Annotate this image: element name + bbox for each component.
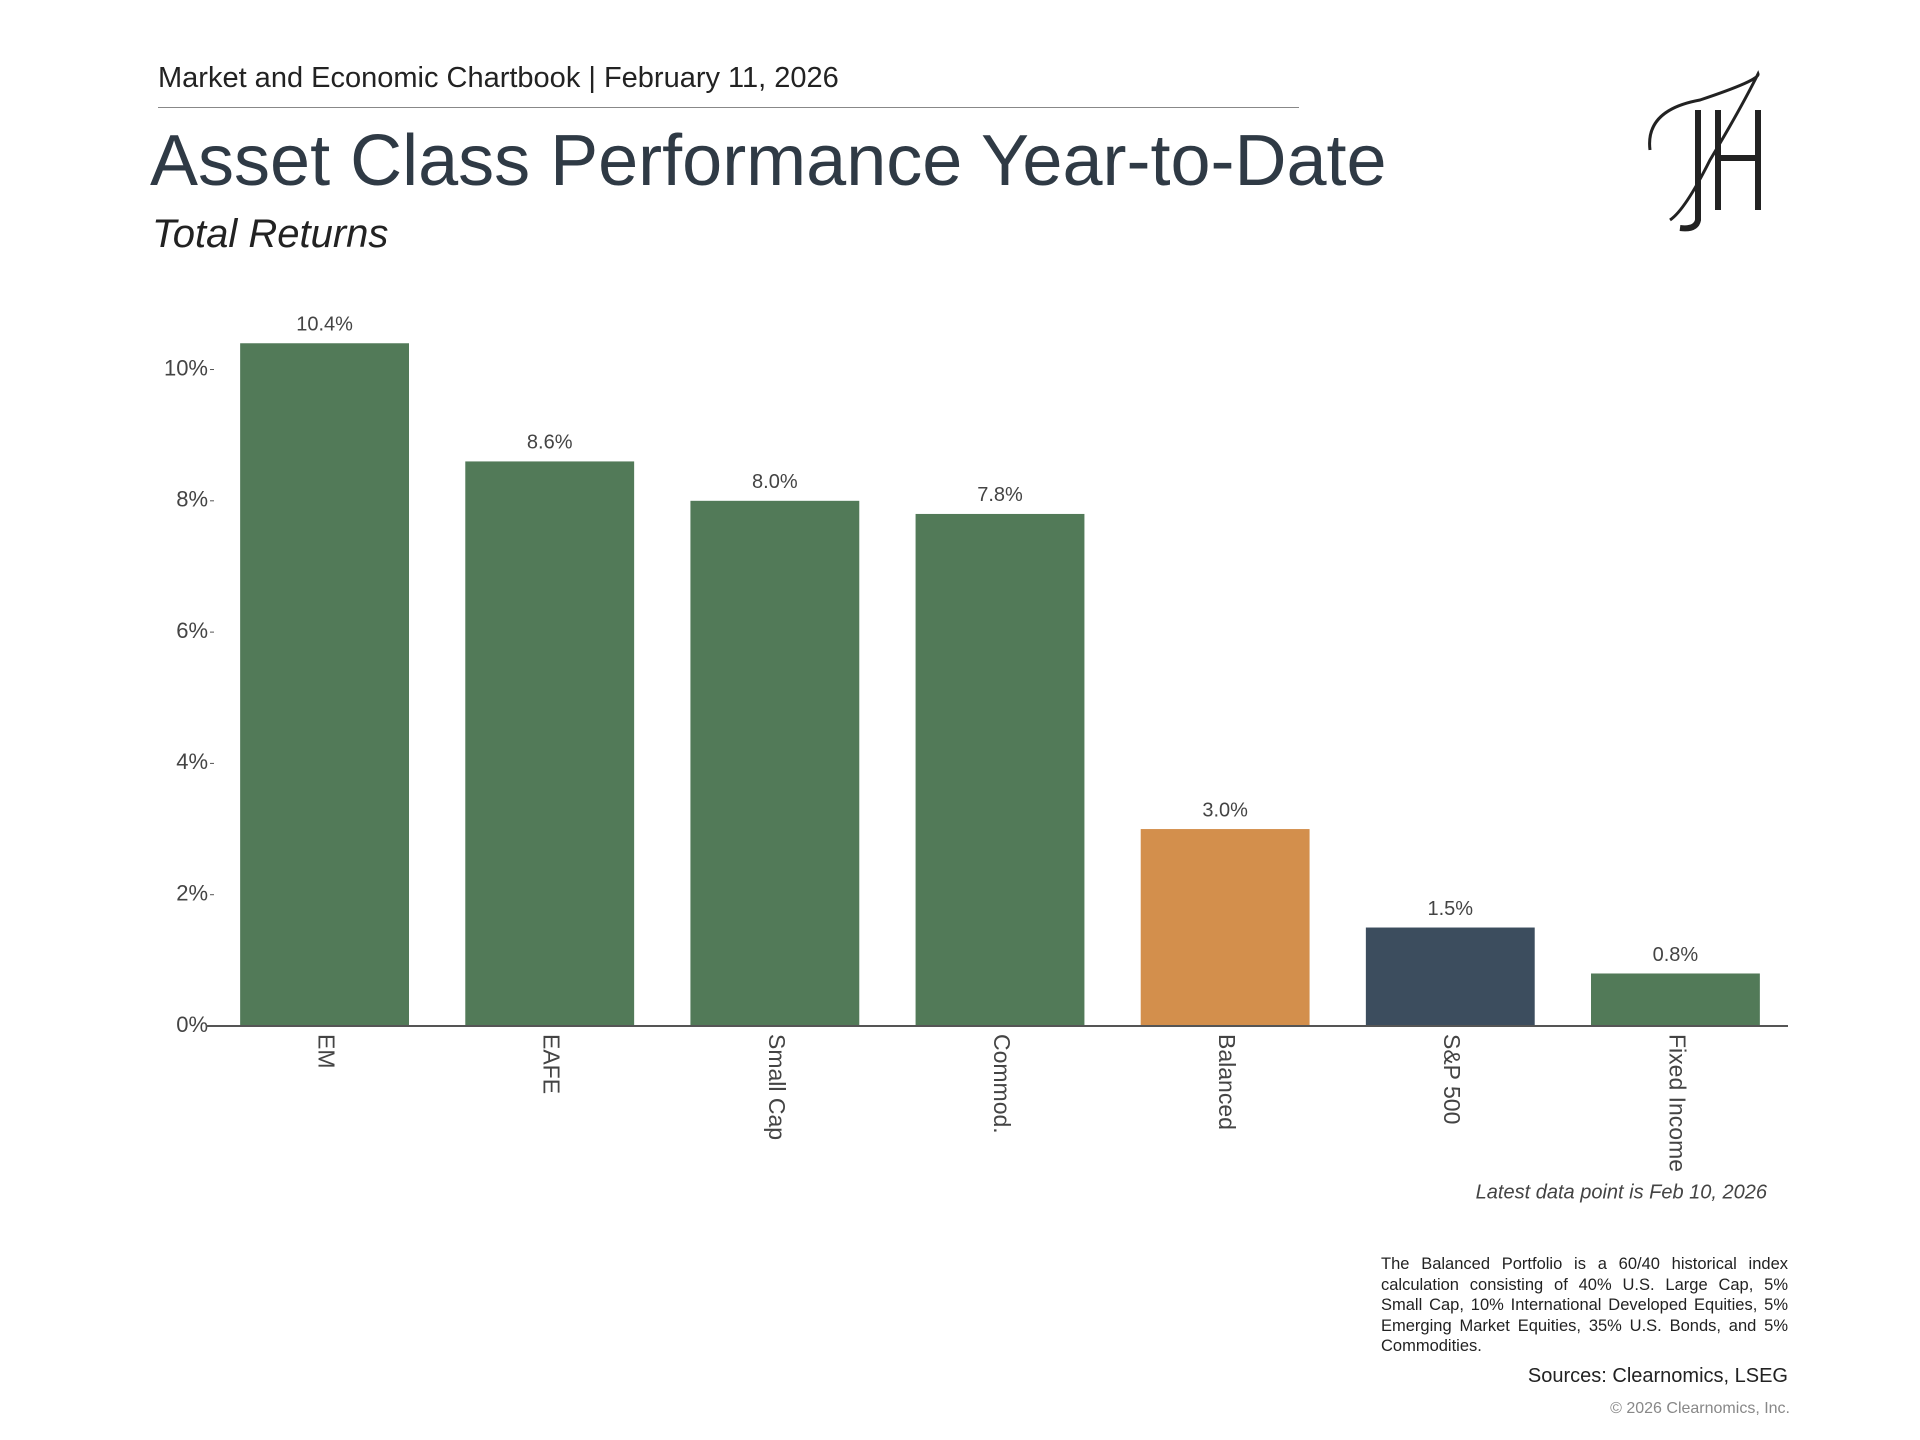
x-tick-label: Fixed Income xyxy=(1664,1034,1690,1172)
x-tick-label: EAFE xyxy=(539,1034,565,1094)
bar xyxy=(690,500,860,1026)
value-label: 3.0% xyxy=(1202,799,1248,821)
logo xyxy=(1648,70,1761,232)
x-tick-label: S&P 500 xyxy=(1439,1034,1465,1124)
chart-subtitle: Total Returns xyxy=(152,212,389,256)
bar xyxy=(465,461,635,1027)
x-tick-label: EM xyxy=(313,1034,339,1069)
y-tick-label: 2% xyxy=(176,881,208,906)
value-label: 8.0% xyxy=(752,471,798,493)
chart-note: Latest data point is Feb 10, 2026 xyxy=(1476,1181,1768,1203)
y-tick-label: 8% xyxy=(176,487,208,512)
value-label: 1.5% xyxy=(1427,898,1473,920)
y-tick-label: 10% xyxy=(164,355,208,380)
breadcrumb: Market and Economic Chartbook | February… xyxy=(158,62,839,94)
value-label: 8.6% xyxy=(527,432,573,454)
value-label: 0.8% xyxy=(1653,944,1699,966)
logo-mark xyxy=(1648,70,1761,232)
logo-h xyxy=(1715,110,1761,210)
source: Sources: Clearnomics, LSEG xyxy=(1527,1365,1788,1387)
bar xyxy=(1591,973,1760,1026)
value-label: 7.8% xyxy=(977,484,1023,506)
y-tick-label: 4% xyxy=(176,749,208,774)
header-rule xyxy=(158,107,1299,108)
value-label: 10.4% xyxy=(296,314,353,336)
x-tick-label: Balanced xyxy=(1214,1034,1240,1130)
bar xyxy=(1365,927,1535,1026)
chart-title: Asset Class Performance Year-to-Date xyxy=(150,121,1387,201)
logo-j xyxy=(1679,110,1701,232)
bar xyxy=(240,343,409,1026)
y-tick-label: 0% xyxy=(176,1012,208,1037)
footnote: The Balanced Portfolio is a 60/40 histor… xyxy=(1381,1255,1788,1355)
x-tick-label: Commod. xyxy=(989,1034,1015,1134)
copyright: © 2026 Clearnomics, Inc. xyxy=(1610,1400,1790,1417)
bar xyxy=(915,513,1085,1026)
logo-swash xyxy=(1648,70,1760,222)
y-tick-label: 6% xyxy=(176,618,208,643)
x-tick-label: Small Cap xyxy=(764,1034,790,1140)
bar xyxy=(1140,829,1310,1026)
